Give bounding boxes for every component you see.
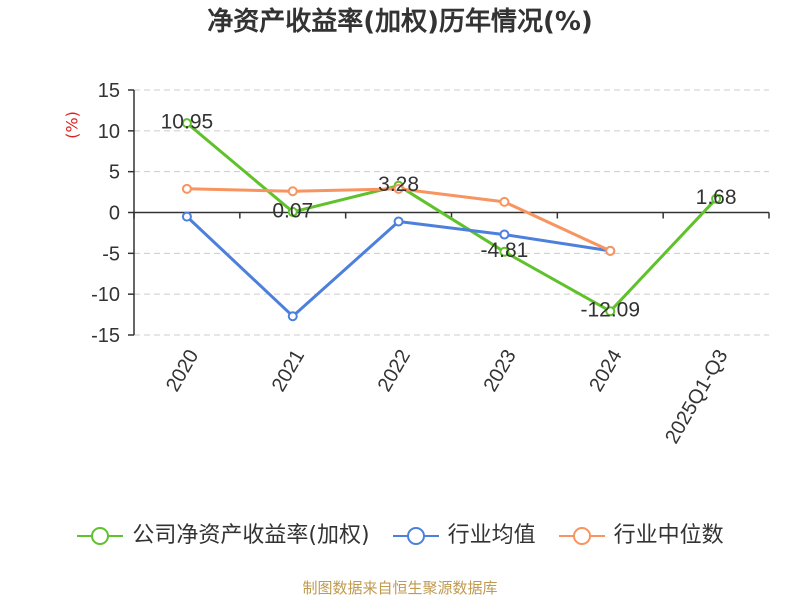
grid-lines [134, 89, 769, 336]
x-tick-label: 2021 [268, 346, 309, 396]
industry-median-point [605, 245, 616, 256]
company-roe-series [181, 118, 722, 317]
y-tick-label: 0 [109, 203, 120, 225]
legend-label: 行业均值 [447, 523, 536, 548]
industry-median-point [287, 186, 298, 197]
chart-legend: 公司净资产收益率(加权) 行业均值 行业中位数 [0, 521, 800, 551]
company-roe-value-label: -4.81 [480, 239, 528, 262]
y-tick-label: 5 [109, 162, 120, 184]
industry-median-point [499, 196, 510, 207]
company-roe-line [185, 121, 718, 313]
legend-label: 行业中位数 [613, 523, 724, 548]
company-roe-value-label: 0.07 [272, 199, 313, 222]
x-tick-label: 2022 [374, 346, 415, 396]
x-tick-label: 2025Q1-Q3 [661, 346, 732, 448]
x-tick-label: 2020 [162, 346, 203, 396]
company-roe-value-label: -12.09 [580, 299, 640, 322]
company-roe-point [287, 206, 298, 217]
y-tick-label: 10 [98, 121, 120, 143]
legend-line-marker-icon [77, 527, 124, 545]
chart-title: 净资产收益率(加权)历年情况(%) [207, 7, 593, 37]
company-roe-point [711, 193, 722, 204]
company-roe-point [181, 118, 192, 129]
company-roe-value-label: 10.95 [161, 110, 214, 133]
industry-median-point [181, 183, 192, 194]
industry-average-series [181, 211, 616, 322]
industry-average-line [185, 215, 611, 318]
y-tick-label: -10 [91, 284, 120, 306]
legend-line-marker-icon [558, 527, 605, 545]
industry-average-point [181, 211, 192, 222]
data-labels: 10.95 0.07 3.28 -4.81 -12.09 1.68 [161, 110, 737, 321]
y-tick-label: -15 [91, 325, 120, 347]
legend-label: 公司净资产收益率(加权) [132, 523, 370, 548]
company-roe-point [605, 306, 616, 317]
legend-item-industry-average[interactable]: 行业均值 [392, 521, 536, 551]
industry-average-point [499, 229, 510, 240]
y-tick-label: -5 [102, 243, 120, 265]
x-tick-label: 2024 [585, 346, 626, 396]
industry-median-series [181, 183, 616, 256]
company-roe-point [499, 246, 510, 257]
company-roe-value-label: 1.68 [696, 186, 737, 209]
legend-item-industry-median[interactable]: 行业中位数 [558, 521, 724, 551]
data-source-note: 制图数据来自恒生聚源数据库 [302, 579, 498, 597]
industry-average-point [393, 216, 404, 227]
y-axis-title: (%) [63, 111, 82, 139]
legend-item-company-roe[interactable]: 公司净资产收益率(加权) [76, 521, 370, 551]
legend-line-marker-icon [392, 527, 439, 545]
industry-median-point [393, 183, 404, 194]
industry-average-point [287, 311, 298, 322]
y-tick-label: 15 [98, 80, 120, 102]
series-layer [181, 118, 722, 322]
axes: 15 10 5 0 -5 -10 -15 2020 2021 2022 2023 2024 2025Q1… [63, 80, 770, 448]
x-tick-label: 2023 [480, 346, 521, 396]
company-roe-value-label: 3.28 [378, 173, 419, 196]
